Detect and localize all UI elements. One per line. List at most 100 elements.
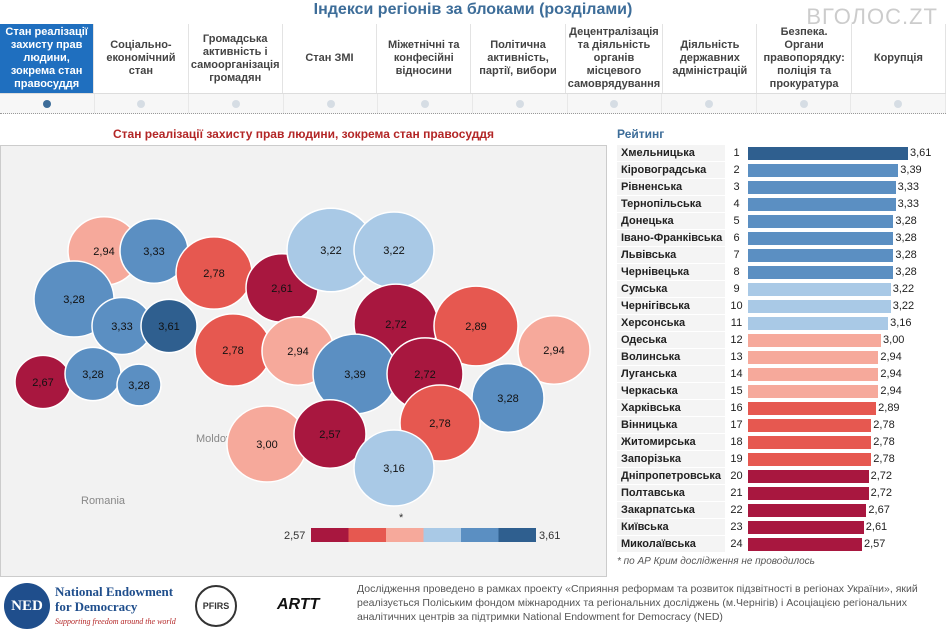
- ranking-row[interactable]: Херсонська 11 3,16: [617, 315, 946, 332]
- tab-block-7[interactable]: Децентралізація та діяльність органів мі…: [566, 24, 664, 93]
- tab-dot-3[interactable]: [189, 94, 284, 113]
- tab-dot-7[interactable]: [568, 94, 663, 113]
- value-bar: [748, 180, 896, 194]
- tab-dot-1[interactable]: [0, 94, 95, 113]
- region-name: Чернігівська: [617, 298, 725, 314]
- value-bar: [748, 384, 879, 398]
- region-rank: 7: [733, 249, 740, 261]
- value-bar: [748, 163, 899, 177]
- ranking-row[interactable]: Сумська 9 3,22: [617, 281, 946, 298]
- ranking-row[interactable]: Донецька 5 3,28: [617, 213, 946, 230]
- ned-title: National Endowment for Democracy: [55, 583, 174, 614]
- region-value: 2,67: [868, 504, 890, 516]
- region-value-label: 2,78: [222, 345, 243, 357]
- dot-icon: [704, 99, 713, 108]
- ranking-row[interactable]: Тернопільська 4 3,33: [617, 196, 946, 213]
- note-text: по АР Крим дослідження не проводилось: [623, 556, 815, 567]
- ranking-row[interactable]: Чернівецька 8 3,28: [617, 264, 946, 281]
- tab-block-6[interactable]: Політична активність, партії, вибори: [471, 24, 566, 93]
- dot-icon: [326, 99, 335, 108]
- region-value: 2,78: [873, 453, 895, 465]
- value-bar: [748, 265, 894, 279]
- region-name: Харківська: [617, 400, 725, 416]
- region-rank: 18: [730, 436, 743, 448]
- tab-dot-9[interactable]: [757, 94, 852, 113]
- region-name: Чернівецька: [617, 264, 725, 280]
- region-shape[interactable]: [353, 429, 435, 507]
- region-name: Житомирська: [617, 434, 725, 450]
- region-shape[interactable]: [433, 285, 519, 367]
- ranking-row[interactable]: Миколаївська 24 2,57: [617, 536, 946, 553]
- tab-dot-4[interactable]: [284, 94, 379, 113]
- value-bar: [748, 452, 872, 466]
- region-name: Закарпатська: [617, 502, 725, 518]
- ranking-row[interactable]: Харківська 16 2,89: [617, 400, 946, 417]
- value-bar: [748, 214, 894, 228]
- region-value-label: 2,78: [203, 268, 224, 280]
- ranking-row[interactable]: Івано-Франківська 6 3,28: [617, 230, 946, 247]
- dot-icon: [137, 99, 146, 108]
- ranking-row[interactable]: Волинська 13 2,94: [617, 349, 946, 366]
- region-value-label: 3,22: [383, 245, 404, 257]
- region-name: Вінницька: [617, 417, 725, 433]
- region-name: Івано-Франківська: [617, 230, 725, 246]
- value-bar: [748, 299, 891, 313]
- ranking-row[interactable]: Запорізька 19 2,78: [617, 451, 946, 468]
- region-shape[interactable]: [293, 399, 367, 469]
- value-bar: [748, 401, 877, 415]
- dot-icon: [421, 99, 430, 108]
- value-bar: [748, 282, 891, 296]
- region-value: 3,39: [900, 164, 922, 176]
- region-value: 3,22: [892, 283, 915, 295]
- ranking-row[interactable]: Кіровоградська 2 3,39: [617, 162, 946, 179]
- region-value-label: 3,61: [158, 321, 179, 333]
- ranking-row[interactable]: Полтавська 21 2,72: [617, 485, 946, 502]
- ned-logo: NED National Endowment for Democracy Supp…: [4, 583, 180, 629]
- tab-dot-2[interactable]: [95, 94, 190, 113]
- ranking-row[interactable]: Дніпропетровська 20 2,72: [617, 468, 946, 485]
- region-value-label: 3,22: [320, 245, 341, 257]
- region-shape[interactable]: [140, 298, 198, 354]
- ranking-row[interactable]: Закарпатська 22 2,67: [617, 502, 946, 519]
- tab-block-9[interactable]: Безпека. Органи правопорядку: поліція та…: [757, 24, 852, 93]
- tab-block-1[interactable]: Стан реалізації захисту прав людини, зок…: [0, 24, 95, 93]
- tab-block-3[interactable]: Громадська активність і самоорганізація …: [189, 24, 283, 93]
- ranking-row[interactable]: Вінницька 17 2,78: [617, 417, 946, 434]
- region-rank: 2: [733, 164, 740, 176]
- region-value: 2,94: [880, 385, 902, 397]
- region-value-label: 3,16: [383, 463, 404, 475]
- region-value: 2,72: [870, 470, 893, 482]
- tab-block-2[interactable]: Соціально-економічний стан: [94, 24, 189, 93]
- legend-swatch: [423, 528, 461, 542]
- ranking-row[interactable]: Львівська 7 3,28: [617, 247, 946, 264]
- ranking-row[interactable]: Київська 23 2,61: [617, 519, 946, 536]
- region-value: 2,78: [873, 419, 895, 431]
- tab-block-4[interactable]: Стан ЗМІ: [283, 24, 378, 93]
- tab-dot-10[interactable]: [851, 94, 946, 113]
- value-bar: [748, 435, 872, 449]
- tab-block-5[interactable]: Міжетнічні та конфесійні відносини: [377, 24, 472, 93]
- ranking-row[interactable]: Хмельницька 1 3,61: [617, 145, 946, 162]
- region-name: Київська: [617, 519, 725, 535]
- ranking-row[interactable]: Житомирська 18 2,78: [617, 434, 946, 451]
- region-shape[interactable]: [116, 363, 162, 407]
- ranking-row[interactable]: Чернігівська 10 3,22: [617, 298, 946, 315]
- tab-dot-5[interactable]: [378, 94, 473, 113]
- tab-block-8[interactable]: Діяльність державних адміністрацій: [663, 24, 758, 93]
- region-rank: 17: [730, 419, 743, 431]
- region-shape[interactable]: [517, 315, 591, 385]
- tab-block-10[interactable]: Корупція: [852, 24, 946, 93]
- ranking-row[interactable]: Рівненська 3 3,33: [617, 179, 946, 196]
- ranking-table: Хмельницька 1 3,61 Кіровоградська 2 3,39 Рівне…: [617, 145, 946, 553]
- region-value-label: 2,94: [543, 345, 564, 357]
- ranking-row[interactable]: Одеська 12 3,00: [617, 332, 946, 349]
- tab-dot-6[interactable]: [473, 94, 568, 113]
- label-romania: Romania: [81, 495, 126, 507]
- value-bar: [748, 486, 869, 500]
- region-shape[interactable]: [471, 363, 545, 433]
- ranking-row[interactable]: Луганська 14 2,94: [617, 366, 946, 383]
- ranking-row[interactable]: Черкаська 15 2,94: [617, 383, 946, 400]
- map-panel[interactable]: Moldova Romania 2,94 3,33 2,78 2,61 3,22 3,22 3,…: [0, 145, 607, 577]
- tab-dot-8[interactable]: [662, 94, 757, 113]
